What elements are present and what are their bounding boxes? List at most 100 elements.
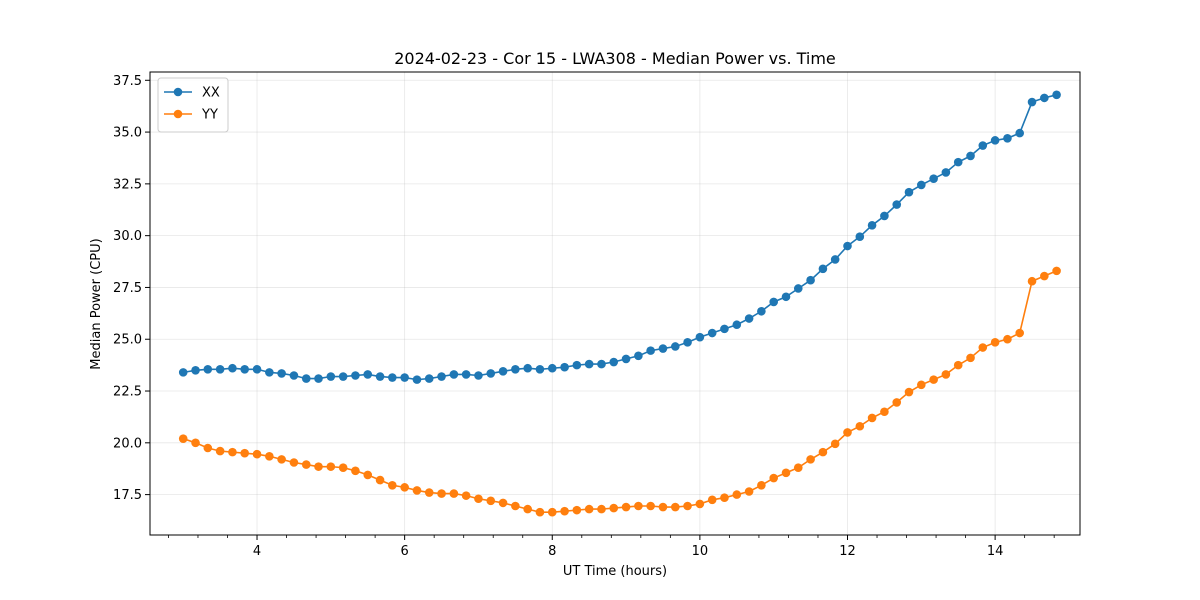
x-tick-label: 4	[253, 544, 261, 559]
y-tick-label: 27.5	[113, 281, 142, 296]
data-point-yy	[634, 501, 643, 511]
data-point-xx	[917, 180, 926, 190]
data-point-xx	[474, 371, 483, 380]
data-point-yy	[769, 473, 778, 483]
data-point-yy	[326, 462, 336, 471]
data-point-yy	[338, 463, 348, 472]
data-point-yy	[1027, 276, 1037, 286]
data-point-xx	[1040, 93, 1049, 103]
data-point-yy	[375, 475, 385, 485]
data-point-yy	[904, 387, 914, 397]
data-point-yy	[978, 343, 988, 352]
data-point-yy	[215, 446, 225, 456]
data-point-xx	[695, 332, 705, 342]
data-point-xx	[671, 342, 680, 351]
series-line-yy	[182, 270, 1057, 514]
data-point-xx	[978, 141, 988, 150]
y-tick-label: 37.5	[113, 74, 142, 89]
y-axis-label: Median Power (CPU)	[89, 238, 104, 369]
data-point-yy	[966, 353, 975, 363]
data-point-xx	[843, 241, 852, 251]
data-point-yy	[818, 447, 828, 457]
data-point-yy	[277, 455, 286, 464]
data-point-yy	[486, 496, 496, 506]
data-point-xx	[363, 370, 373, 379]
data-point-xx	[646, 346, 655, 355]
data-point-xx	[904, 187, 914, 197]
x-tick-label: 14	[987, 544, 1004, 559]
data-point-xx	[855, 232, 865, 241]
data-point-xx	[880, 211, 889, 221]
legend-marker	[173, 109, 183, 119]
data-point-xx	[498, 367, 508, 376]
data-point-xx	[793, 284, 803, 293]
data-point-xx	[929, 174, 938, 183]
y-tick-label: 30.0	[113, 229, 142, 244]
data-point-xx	[437, 372, 446, 381]
data-point-xx	[412, 375, 422, 384]
data-point-xx	[191, 366, 200, 375]
data-point-xx	[301, 374, 311, 383]
data-point-yy	[621, 502, 631, 512]
y-tick-label: 22.5	[113, 385, 142, 400]
data-point-xx	[830, 255, 840, 264]
data-point-yy	[584, 504, 594, 514]
data-point-yy	[351, 466, 360, 476]
data-point-yy	[314, 462, 323, 471]
x-tick-label: 12	[839, 544, 856, 559]
data-point-yy	[449, 489, 459, 498]
data-point-yy	[732, 490, 742, 499]
data-point-yy	[363, 470, 373, 480]
data-point-xx	[609, 357, 619, 367]
data-point-yy	[843, 428, 852, 437]
series-yy	[178, 266, 1061, 517]
data-point-yy	[203, 443, 213, 453]
x-tick-label: 8	[548, 544, 556, 559]
plot-frame	[149, 71, 1081, 536]
data-point-yy	[671, 502, 680, 512]
data-point-xx	[461, 370, 471, 379]
data-point-yy	[917, 380, 926, 390]
x-tick-label: 10	[692, 544, 709, 559]
data-point-yy	[240, 448, 249, 458]
data-point-yy	[707, 495, 717, 505]
data-point-yy	[855, 421, 865, 431]
legend-label: YY	[201, 108, 218, 123]
ticks: 4 6 8 10 12 14 17.5 20.0 22.5 25.0 27.5 30.0 32.5 35.…	[113, 74, 1055, 559]
series-line-xx	[183, 94, 1057, 381]
y-tick-label: 20.0	[113, 436, 142, 451]
data-point-xx	[621, 354, 631, 364]
data-point-yy	[178, 434, 188, 443]
y-tick-label: 17.5	[113, 488, 142, 503]
series-layer	[178, 90, 1061, 517]
legend: XX YY	[157, 77, 229, 133]
data-point-yy	[1003, 334, 1012, 344]
x-tick-label: 6	[401, 544, 409, 559]
data-point-yy	[744, 487, 754, 496]
data-point-yy	[1040, 271, 1049, 281]
data-point-xx	[1015, 128, 1024, 138]
legend-entry-xx: XX	[164, 86, 220, 101]
data-point-yy	[572, 505, 582, 515]
data-point-xx	[867, 220, 877, 230]
data-point-yy	[658, 502, 668, 512]
data-point-yy	[301, 460, 311, 469]
data-point-xx	[424, 374, 434, 383]
legend-marker	[173, 87, 183, 97]
y-tick-label: 25.0	[113, 333, 142, 348]
data-point-xx	[203, 364, 213, 374]
data-point-yy	[597, 504, 606, 514]
data-point-xx	[966, 151, 975, 161]
y-tick-label: 32.5	[113, 177, 142, 192]
chart-title: 2024-02-23 - Cor 15 - LWA308 - Median Po…	[394, 49, 836, 68]
data-point-yy	[535, 507, 545, 517]
data-point-yy	[400, 483, 409, 492]
data-point-yy	[880, 407, 889, 417]
data-point-xx	[658, 344, 668, 353]
data-point-xx	[375, 372, 385, 381]
data-point-xx	[572, 360, 582, 370]
data-point-xx	[818, 264, 828, 274]
data-point-yy	[424, 488, 434, 497]
data-point-yy	[830, 439, 840, 449]
